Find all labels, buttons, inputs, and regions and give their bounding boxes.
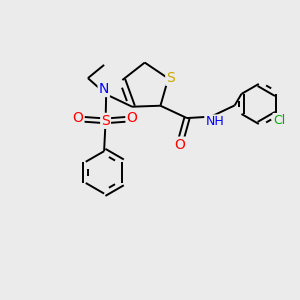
- Text: O: O: [73, 111, 83, 125]
- Text: O: O: [174, 138, 185, 152]
- Text: NH: NH: [205, 116, 224, 128]
- Text: N: N: [99, 82, 109, 96]
- Text: S: S: [101, 114, 110, 128]
- Text: Cl: Cl: [274, 114, 286, 127]
- Text: O: O: [127, 111, 137, 125]
- Text: S: S: [166, 71, 175, 85]
